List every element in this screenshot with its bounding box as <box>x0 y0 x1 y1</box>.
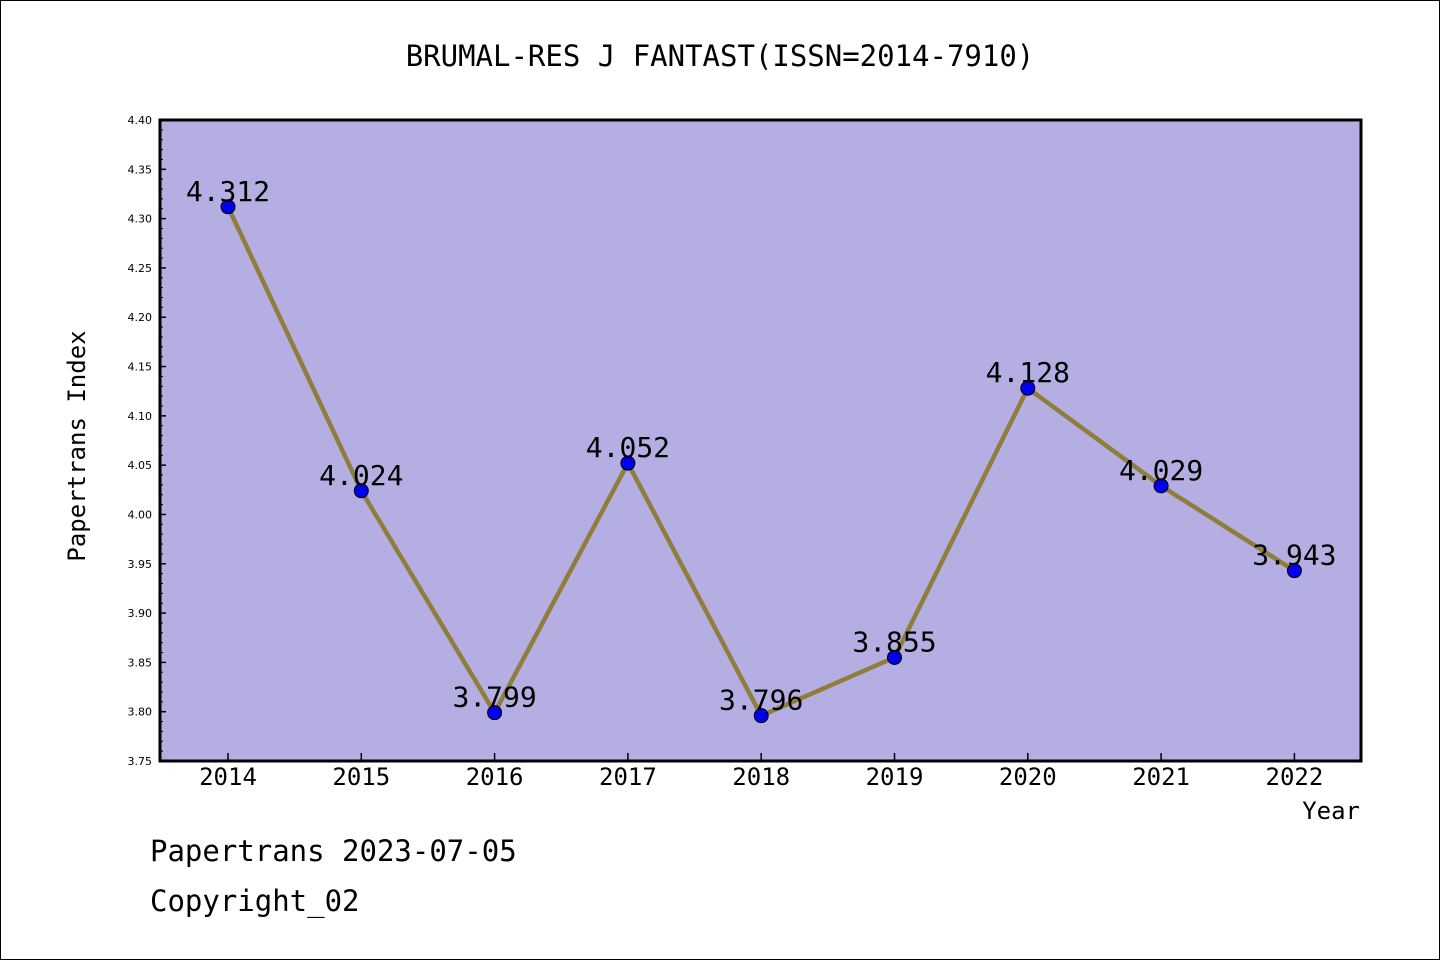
y-axis: 3.75 3.80 3.85 3.90 3.95 4.00 4.05 4.10 4.15 4.20… <box>128 114 166 768</box>
data-label: 4.052 <box>586 431 670 464</box>
y-tick-label: 3.80 <box>128 706 153 719</box>
series-layer: 4.312 4.024 3.799 4.052 3.796 3.855 4.128 4.029… <box>186 175 1337 724</box>
x-tick-label: 2022 <box>1266 763 1324 791</box>
data-label: 4.312 <box>186 175 270 208</box>
x-axis-label: Year <box>1302 797 1360 825</box>
y-tick-label: 4.05 <box>128 459 153 472</box>
x-tick-label: 2018 <box>732 763 790 791</box>
y-tick-label: 3.85 <box>128 656 153 669</box>
data-point <box>887 649 902 665</box>
data-point <box>753 708 769 724</box>
y-tick-label: 4.40 <box>128 114 153 127</box>
x-tick-label: 2020 <box>999 763 1057 791</box>
x-tick-label: 2016 <box>466 763 524 791</box>
footer-copyright-line: Copyright_02 <box>150 884 360 918</box>
y-tick-label: 4.20 <box>128 311 153 324</box>
x-tick-label: 2014 <box>199 763 257 791</box>
y-tick-label: 3.95 <box>128 558 153 571</box>
y-tick-label: 4.30 <box>128 213 153 226</box>
data-point <box>1286 563 1302 579</box>
y-tick-label: 4.10 <box>128 410 153 423</box>
y-tick-label: 3.75 <box>128 755 153 768</box>
footer-date-line: Papertrans 2023-07-05 <box>150 834 517 868</box>
x-tick-label: 2021 <box>1132 763 1190 791</box>
y-tick-label: 4.15 <box>128 361 153 374</box>
x-tick-label: 2017 <box>599 763 657 791</box>
data-label: 4.128 <box>986 356 1070 389</box>
data-label: 3.943 <box>1252 539 1336 572</box>
data-point <box>620 455 636 471</box>
data-label: 3.855 <box>852 625 936 658</box>
data-point <box>353 483 369 499</box>
x-axis: 2014 2015 2016 2017 2018 2019 2020 2021 2022 <box>199 753 1323 791</box>
data-point <box>1153 478 1169 494</box>
data-label: 3.799 <box>452 681 536 714</box>
y-tick-label: 4.25 <box>128 262 153 275</box>
y-tick-label: 4.35 <box>128 163 153 176</box>
data-label: 4.029 <box>1119 454 1203 487</box>
data-point <box>487 705 503 721</box>
x-tick-label: 2019 <box>866 763 924 791</box>
data-point <box>220 199 236 215</box>
data-label: 4.024 <box>319 459 403 492</box>
chart-title: BRUMAL-RES J FANTAST(ISSN=2014-7910) <box>406 39 1035 73</box>
data-label: 3.796 <box>719 684 803 717</box>
plot-area <box>158 118 1363 763</box>
y-axis-label: Papertrans Index <box>63 330 91 561</box>
data-point <box>1020 380 1036 396</box>
x-tick-label: 2015 <box>332 763 390 791</box>
y-tick-label: 4.00 <box>128 508 153 521</box>
y-tick-label: 3.90 <box>128 607 153 620</box>
